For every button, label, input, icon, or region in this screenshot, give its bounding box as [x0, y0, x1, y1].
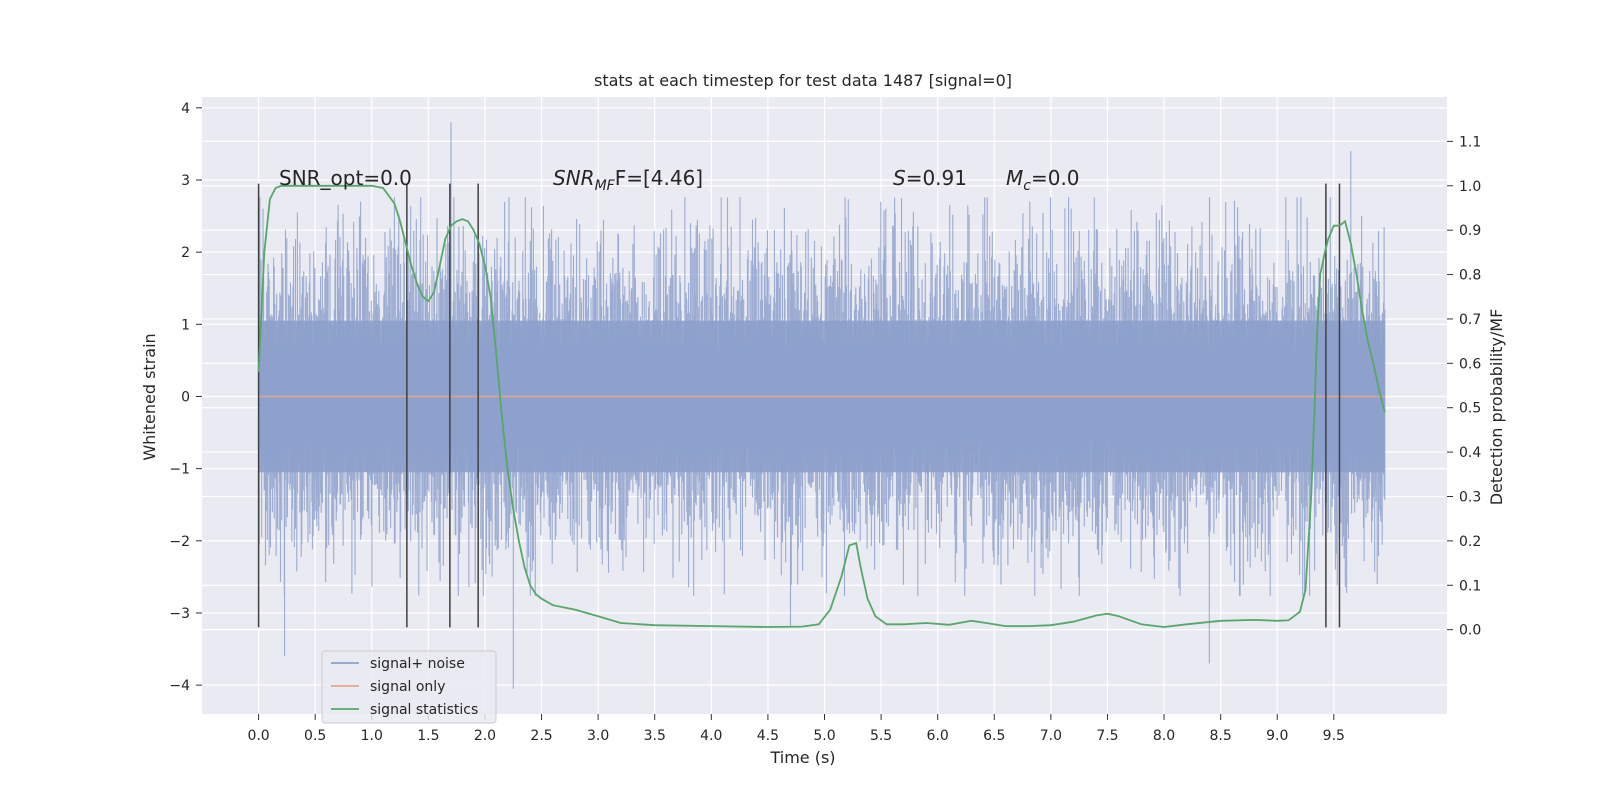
y-left-tick-label: 2 [181, 245, 190, 261]
legend: signal+ noise signal only signal statist… [321, 650, 497, 724]
x-tick-label: 0.0 [247, 728, 269, 744]
y-right-tick-label: 0.1 [1459, 578, 1481, 594]
y-left-tick-label: 4 [181, 101, 190, 117]
y-right-tick-label: 0.9 [1459, 223, 1481, 239]
y-left-tick-label: −2 [169, 534, 190, 550]
y-axis-label-left: Whitened strain [140, 333, 159, 460]
y-left-tick-label: −1 [169, 462, 190, 478]
x-tick-label: 5.0 [813, 728, 835, 744]
x-tick-label: 2.5 [530, 728, 552, 744]
snr-mf-base: SNR [553, 166, 595, 190]
x-tick-label: 3.5 [644, 728, 666, 744]
x-tick-label: 6.0 [927, 728, 949, 744]
annotation-snr-mf: SNRMFF=[4.46] [553, 166, 703, 194]
legend-label-signal-statistics: signal statistics [370, 702, 478, 718]
y-right-tick-label: 0.8 [1459, 268, 1481, 284]
s-symbol: S [893, 166, 906, 190]
mc-base: M [1006, 166, 1023, 190]
annotation-snr-opt: SNR_opt=0.0 [279, 166, 412, 190]
snr-mf-rest: F=[4.46] [615, 166, 703, 190]
x-tick-label: 0.5 [304, 728, 326, 744]
y-right-tick-label: 0.2 [1459, 534, 1481, 550]
legend-box [321, 650, 497, 724]
y-right-ticks: 1.1 1.0 0.9 0.8 0.7 0.6 0.5 0.4 0.3 0.2 0.1 0.0 [1447, 134, 1481, 639]
x-tick-label: 2.0 [474, 728, 496, 744]
x-tick-label: 5.5 [870, 728, 892, 744]
x-tick-label: 8.5 [1210, 728, 1232, 744]
chart-title: stats at each timestep for test data 148… [594, 71, 1012, 90]
x-tick-label: 1.0 [361, 728, 383, 744]
x-axis-label: Time (s) [769, 748, 835, 767]
x-tick-label: 9.5 [1323, 728, 1345, 744]
x-ticks: 0.0 0.5 1.0 1.5 2.0 2.5 3.0 3.5 4.0 4.5 5.0 5.5 6.0 6… [247, 714, 1345, 744]
legend-label-signal-only: signal only [370, 679, 445, 695]
legend-label-signal-noise: signal+ noise [370, 656, 465, 672]
x-tick-label: 3.0 [587, 728, 609, 744]
y-left-ticks: 4 3 2 1 0 −1 −2 −3 −4 [169, 101, 202, 694]
y-axis-label-right: Detection probability/MF [1487, 309, 1506, 506]
x-tick-label: 4.5 [757, 728, 779, 744]
s-value: =0.91 [906, 166, 967, 190]
vertical-markers [257, 183, 1341, 628]
y-right-tick-label: 1.1 [1459, 134, 1481, 150]
x-tick-label: 6.5 [983, 728, 1005, 744]
y-left-tick-label: 0 [181, 389, 190, 405]
y-left-tick-label: 1 [181, 317, 190, 333]
mc-value: =0.0 [1031, 166, 1080, 190]
y-right-tick-label: 0.6 [1459, 356, 1481, 372]
y-right-tick-label: 1.0 [1459, 179, 1481, 195]
x-tick-label: 4.0 [700, 728, 722, 744]
y-left-tick-label: −3 [169, 606, 190, 622]
mc-subscript: c [1023, 178, 1031, 194]
y-right-tick-label: 0.7 [1459, 312, 1481, 328]
y-right-tick-label: 0.3 [1459, 489, 1481, 505]
y-right-tick-label: 0.4 [1459, 445, 1481, 461]
series-signal-statistics [257, 184, 1386, 628]
x-tick-label: 1.5 [417, 728, 439, 744]
x-tick-label: 7.5 [1096, 728, 1118, 744]
y-left-tick-label: −4 [169, 678, 190, 694]
y-left-tick-label: 3 [181, 173, 190, 189]
x-tick-label: 9.0 [1266, 728, 1288, 744]
annotation-s: S=0.91 [893, 166, 967, 190]
y-right-tick-label: 0.5 [1459, 401, 1481, 417]
y-right-tick-label: 0.0 [1459, 623, 1481, 639]
x-tick-label: 7.0 [1040, 728, 1062, 744]
snr-mf-subscript: MF [595, 178, 616, 194]
annotation-mc: Mc=0.0 [1006, 166, 1080, 194]
x-tick-label: 8.0 [1153, 728, 1175, 744]
